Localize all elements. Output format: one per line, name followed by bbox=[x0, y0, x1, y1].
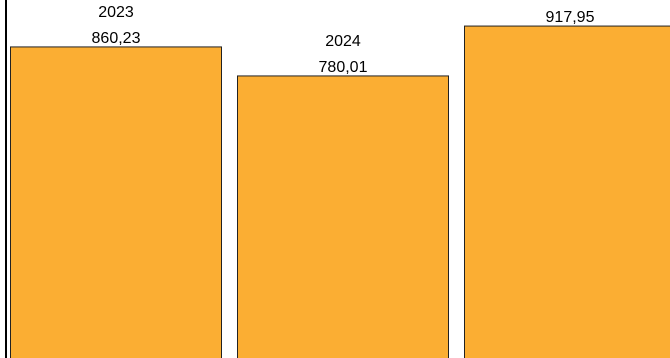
value-label-2023: 860,23 bbox=[92, 30, 141, 47]
category-label-2023: 2023 bbox=[98, 4, 134, 21]
value-label-2024: 780,01 bbox=[319, 59, 368, 76]
bar-2025 bbox=[464, 25, 670, 358]
category-label-2024: 2024 bbox=[325, 33, 361, 50]
bar-2023 bbox=[10, 46, 222, 358]
bar-2024 bbox=[237, 75, 449, 358]
value-label-2025: 917,95 bbox=[546, 9, 595, 26]
